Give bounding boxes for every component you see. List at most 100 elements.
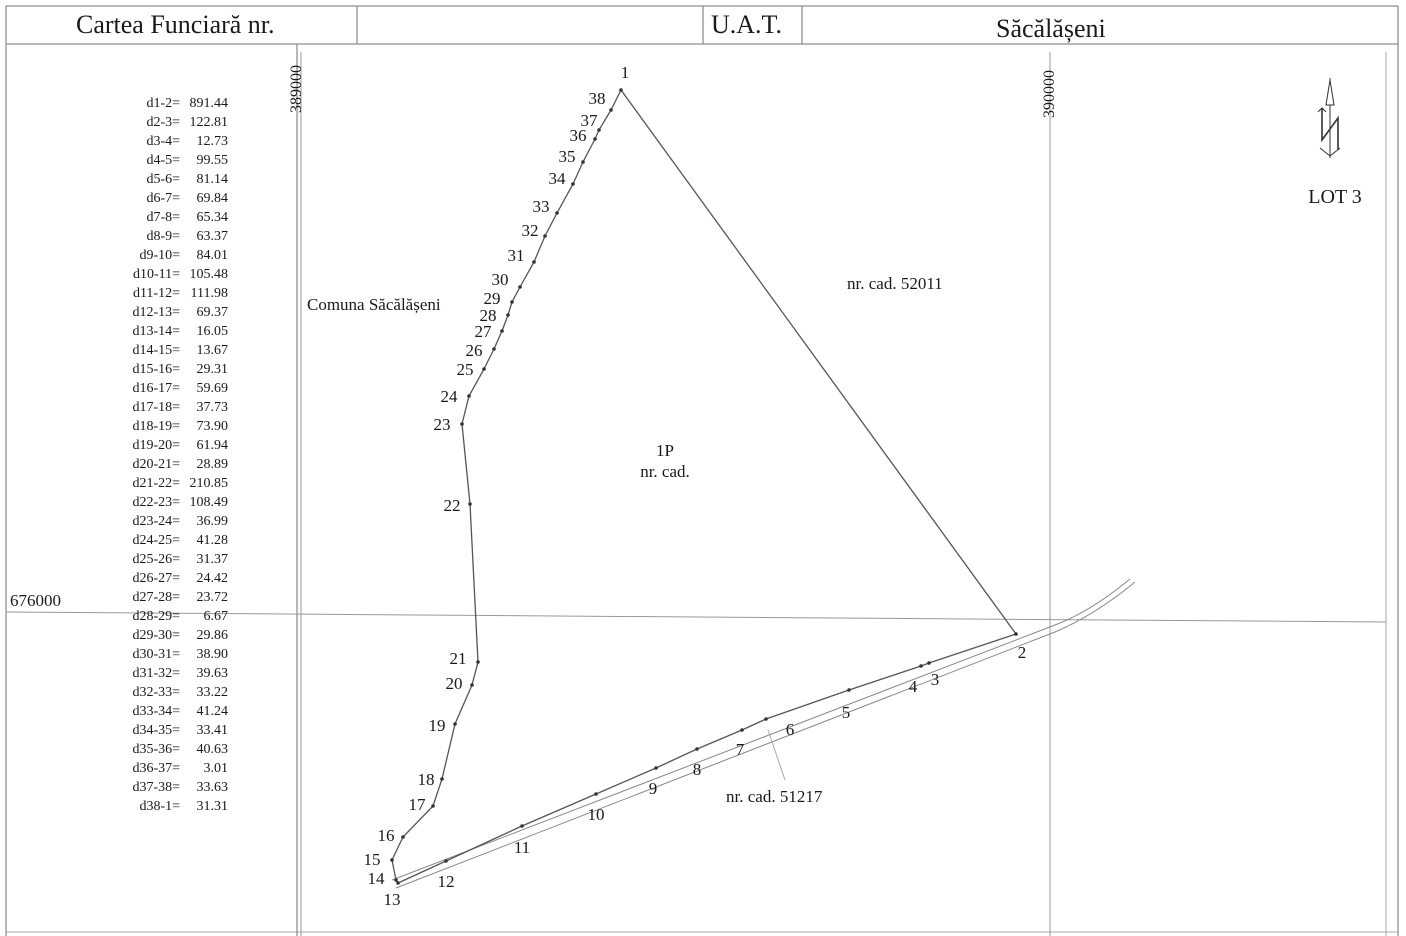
distance-label: d8-9=: [146, 229, 180, 244]
distance-row: d35-36= 40.63: [100, 740, 228, 759]
distance-row: d13-14= 16.05: [100, 322, 228, 341]
distance-label: d3-4=: [146, 134, 180, 149]
vertex-label: 6: [786, 720, 795, 739]
distance-value: 16.05: [196, 324, 229, 339]
page-title: Cartea Funciară nr.: [76, 10, 275, 39]
distance-label: d9-10=: [139, 248, 180, 263]
vertex-label: 14: [368, 869, 386, 888]
road-line-2: [395, 581, 1136, 889]
vertex-label: 4: [909, 677, 918, 696]
distance-value: 210.85: [189, 476, 229, 491]
distance-row: d10-11= 105.48: [100, 265, 228, 284]
distance-row: d31-32= 39.63: [100, 664, 228, 683]
distance-row: d36-37= 3.01: [100, 759, 228, 778]
vertex-label: 1: [621, 63, 630, 82]
distance-row: d2-3= 122.81: [100, 113, 228, 132]
distance-row: d9-10= 84.01: [100, 246, 228, 265]
distance-value: 108.49: [189, 495, 229, 510]
vertex-label: 5: [842, 703, 851, 722]
vertex-label: 16: [378, 826, 395, 845]
vertex-label: 3: [931, 670, 940, 689]
distance-row: d6-7= 69.84: [100, 189, 228, 208]
distance-label: d1-2=: [146, 96, 180, 111]
distance-value: 24.42: [196, 571, 229, 586]
vertex-label: 21: [450, 649, 467, 668]
vertex-label: 20: [446, 674, 463, 693]
vertex-marker: [619, 88, 623, 92]
distance-value: 63.37: [196, 229, 229, 244]
vertex-marker: [520, 824, 524, 828]
uat-value: Săcălășeni: [996, 14, 1106, 43]
neighbor-north-east: nr. cad. 52011: [847, 274, 943, 293]
vertex-label: 28: [480, 306, 497, 325]
distance-label: d35-36=: [132, 742, 180, 757]
vertex-label: 27: [475, 322, 493, 341]
vertex-label: 7: [736, 740, 745, 759]
vertex-marker: [468, 502, 472, 506]
distance-row: d33-34= 41.24: [100, 702, 228, 721]
vertex-marker: [1014, 632, 1018, 636]
distance-label: d4-5=: [146, 153, 180, 168]
distance-row: d17-18= 37.73: [100, 398, 228, 417]
distance-row: d19-20= 61.94: [100, 436, 228, 455]
distance-value: 38.90: [196, 647, 229, 662]
vertex-marker: [396, 881, 400, 885]
header-frame: [5, 5, 1399, 45]
neighbor-south-road: nr. cad. 51217: [726, 787, 823, 806]
distance-value: 39.63: [196, 666, 229, 681]
vertex-label: 12: [438, 872, 455, 891]
distance-row: d27-28= 23.72: [100, 588, 228, 607]
distance-value: 122.81: [189, 115, 229, 130]
distance-value: 13.67: [196, 343, 229, 358]
lot-label: LOT 3: [1308, 186, 1362, 208]
distance-row: d21-22= 210.85: [100, 474, 228, 493]
distance-value: 84.01: [196, 248, 229, 263]
vertex-marker: [571, 182, 575, 186]
distance-value: 41.24: [196, 704, 229, 719]
distance-row: d26-27= 24.42: [100, 569, 228, 588]
distance-label: d11-12=: [132, 286, 180, 301]
vertex-marker: [470, 683, 474, 687]
distance-value: 3.01: [203, 761, 229, 776]
distance-value: 28.89: [196, 457, 229, 472]
distance-label: d15-16=: [132, 362, 180, 377]
vertex-marker: [444, 859, 448, 863]
distance-label: d22-23=: [132, 495, 180, 510]
distance-row: d29-30= 29.86: [100, 626, 228, 645]
distance-label: d7-8=: [146, 210, 180, 225]
distance-row: d4-5= 99.55: [100, 151, 228, 170]
vertex-marker: [506, 313, 510, 317]
parcel-boundary: [391, 88, 1018, 884]
vertex-marker: [492, 347, 496, 351]
vertex-label: 10: [588, 805, 605, 824]
vertex-marker: [467, 394, 471, 398]
vertex-label: 23: [434, 415, 451, 434]
vertex-label: 18: [418, 770, 435, 789]
vertex-marker: [500, 329, 504, 333]
distance-label: d10-11=: [132, 267, 180, 282]
vertex-marker: [476, 660, 480, 664]
vertex-label: 32: [522, 221, 539, 240]
distance-row: d24-25= 41.28: [100, 531, 228, 550]
distance-value: 73.90: [196, 419, 229, 434]
vertex-label: 29: [484, 289, 501, 308]
distance-table: d1-2= 891.44 d2-3= 122.81 d3-4= 12.73 d4-5= 99.…: [100, 94, 228, 816]
vertex-marker: [543, 234, 547, 238]
vertex-label: 9: [649, 779, 658, 798]
vertex-marker: [401, 835, 405, 839]
uat-label: U.A.T.: [711, 10, 783, 39]
vertex-label: 34: [549, 169, 567, 188]
distance-row: d34-35= 33.41: [100, 721, 228, 740]
vertex-marker: [460, 422, 464, 426]
distance-label: d12-13=: [132, 305, 180, 320]
parcel-cad: nr. cad.: [640, 462, 690, 481]
distance-label: d17-18=: [132, 400, 180, 415]
distance-value: 111.98: [190, 286, 228, 301]
neighbor-west: Comuna Săcălășeni: [307, 295, 441, 314]
vertex-marker: [453, 722, 457, 726]
distance-label: d5-6=: [146, 172, 180, 187]
distance-value: 69.37: [196, 305, 229, 320]
road-line-1: [391, 578, 1131, 881]
vertex-marker: [593, 137, 597, 141]
